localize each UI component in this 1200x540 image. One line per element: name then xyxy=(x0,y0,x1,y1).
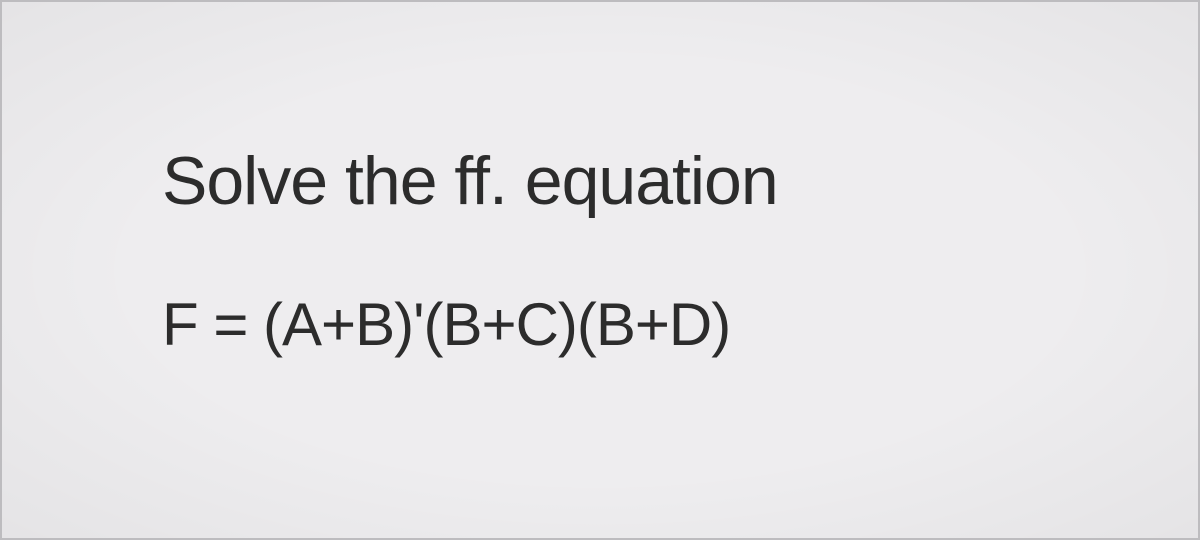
text-block: Solve the ff. equation F = (A+B)'(B+C)(B… xyxy=(162,142,778,359)
heading-text: Solve the ff. equation xyxy=(162,142,778,220)
equation-text: F = (A+B)'(B+C)(B+D) xyxy=(162,290,778,359)
